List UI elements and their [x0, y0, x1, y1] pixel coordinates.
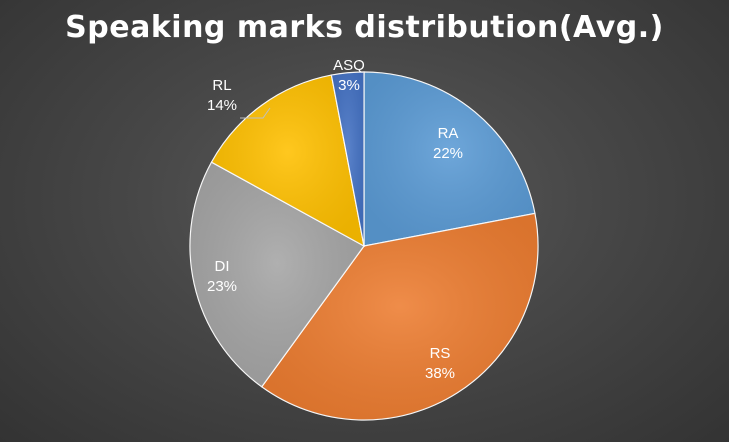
leader-line-rl	[240, 107, 271, 119]
slice-percent-di: 23%	[207, 278, 237, 295]
slice-label-rl: RL	[212, 77, 231, 94]
chart-title: Speaking marks distribution(Avg.)	[65, 10, 664, 45]
slice-label-ra: RA	[438, 125, 459, 142]
slice-label-asq: ASQ	[333, 57, 365, 74]
slice-percent-ra: 22%	[433, 145, 463, 162]
slice-percent-rl: 14%	[207, 97, 237, 114]
slice-percent-rs: 38%	[425, 365, 455, 382]
slice-percent-asq: 3%	[338, 77, 360, 94]
slice-label-di: DI	[215, 258, 230, 275]
slice-label-rs: RS	[430, 345, 451, 362]
